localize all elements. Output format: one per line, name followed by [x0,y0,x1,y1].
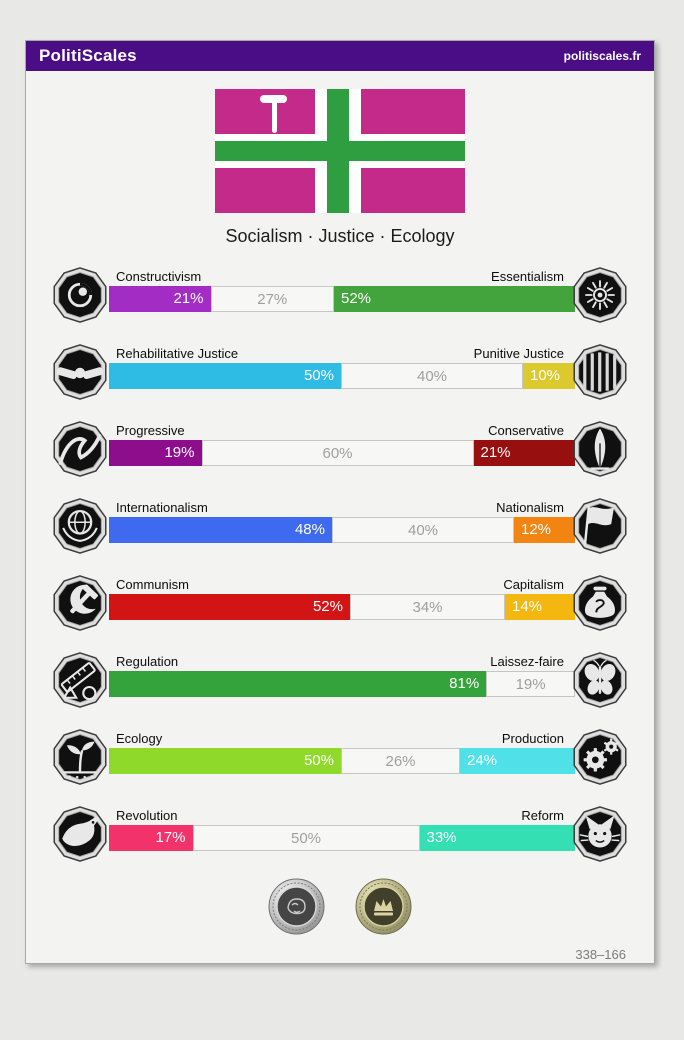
axis-right-label: Capitalism [503,577,564,593]
axis-segment-left: 50% [109,748,341,774]
axis-bar: 52%34%14% [109,594,575,620]
cat-icon [572,806,628,862]
axis-bar: 17%50%33% [109,825,575,851]
butterflies-icon [572,652,628,708]
axis-row-internationalism-nationalism: Internationalism Nationalism 48%40%12% [26,500,654,542]
header-bar: PolitiScales politiscales.fr [26,41,654,71]
axis-row-regulation-laissezfaire: Regulation Laissez-faire 81%19% [26,654,654,696]
axis-segment-neutral: 26% [341,748,460,774]
raven-icon [52,806,108,862]
axis-left-label: Progressive [116,423,185,439]
axis-segment-left: 50% [109,363,341,389]
flag-green-vertical-stripe [327,89,349,213]
axis-right-label: Production [502,731,564,747]
axis-segment-neutral: 40% [332,517,514,543]
axis-segment-right: 14% [505,594,575,620]
app-title: PolitiScales [39,46,137,66]
axis-right-label: Reform [521,808,564,824]
axis-row-rehabilitative-punitive-justice: Rehabilitative Justice Punitive Justice … [26,346,654,388]
globe-laurel-icon [52,498,108,554]
axis-segment-left: 19% [109,440,202,466]
axis-left-label: Communism [116,577,189,593]
axis-left-label: Constructivism [116,269,201,285]
hammer-handle [272,98,277,133]
axis-segment-left: 21% [109,286,211,312]
flower-burst-icon [572,267,628,323]
flag-wrap [26,89,654,213]
flag-motto: Socialism · Justice · Ecology [26,226,654,247]
axis-right-label: Nationalism [496,500,564,516]
silver-badge-coin [268,878,325,935]
handshake-icon [52,344,108,400]
axis-segment-right: 10% [523,363,575,389]
axis-bar: 81%19% [109,671,575,697]
quill-icon [572,421,628,477]
axis-row-ecology-production: Ecology Production 50%26%24% [26,731,654,773]
sprout-field-icon [52,729,108,785]
hammer-sickle-icon [52,575,108,631]
axis-segment-right: 52% [334,286,575,312]
axis-segment-neutral: 27% [211,286,335,312]
axis-segment-right: 21% [474,440,576,466]
axis-left-label: Rehabilitative Justice [116,346,238,362]
axis-segment-right: 33% [420,825,576,851]
axis-segment-right: 12% [514,517,575,543]
money-bag-icon [572,575,628,631]
axis-right-label: Punitive Justice [474,346,564,362]
axis-bar: 50%40%10% [109,363,575,389]
axis-row-progressive-conservative: Progressive Conservative 19%60%21% [26,423,654,465]
axis-segment-right: 24% [460,748,575,774]
axis-left-label: Internationalism [116,500,208,516]
axis-row-communism-capitalism: Communism Capitalism 52%34%14% [26,577,654,619]
axis-segment-neutral: 34% [350,594,505,620]
prison-bars-icon [572,344,628,400]
axis-bar: 19%60%21% [109,440,575,466]
axis-bar: 21%27%52% [109,286,575,312]
results-card: PolitiScales politiscales.fr Socialism ·… [25,40,655,964]
brain-coin-icon [268,878,325,935]
axis-segment-neutral: 60% [202,440,474,466]
axis-bar: 48%40%12% [109,517,575,543]
axis-row-revolution-reform: Revolution Reform 17%50%33% [26,808,654,850]
axis-right-label: Laissez-faire [490,654,564,670]
wave-icon [52,421,108,477]
ruler-shapes-icon [52,652,108,708]
axis-left-label: Ecology [116,731,162,747]
olive-badge-coin [355,878,412,935]
axis-right-label: Conservative [488,423,564,439]
bonus-badges [26,878,654,935]
result-code: 338–166 [26,947,654,962]
axis-segment-left: 81% [109,671,486,697]
axis-segment-left: 48% [109,517,332,543]
waving-flag-icon [572,498,628,554]
axis-segment-left: 52% [109,594,350,620]
axis-segment-neutral: 40% [341,363,523,389]
result-flag [215,89,465,213]
crown-coin-icon [355,878,412,935]
axis-segment-neutral: 50% [193,825,420,851]
axis-left-label: Regulation [116,654,178,670]
axis-row-constructivism-essentialism: Constructivism Essentialism 21%27%52% [26,269,654,311]
axis-segment-left: 17% [109,825,193,851]
axis-right-label: Essentialism [491,269,564,285]
axis-left-label: Revolution [116,808,177,824]
eye-swirl-icon [52,267,108,323]
axis-bar: 50%26%24% [109,748,575,774]
axes-list: Constructivism Essentialism 21%27%52% Re… [26,269,654,850]
axis-segment-neutral: 19% [486,671,575,697]
gears-icon [572,729,628,785]
site-link[interactable]: politiscales.fr [564,49,641,63]
